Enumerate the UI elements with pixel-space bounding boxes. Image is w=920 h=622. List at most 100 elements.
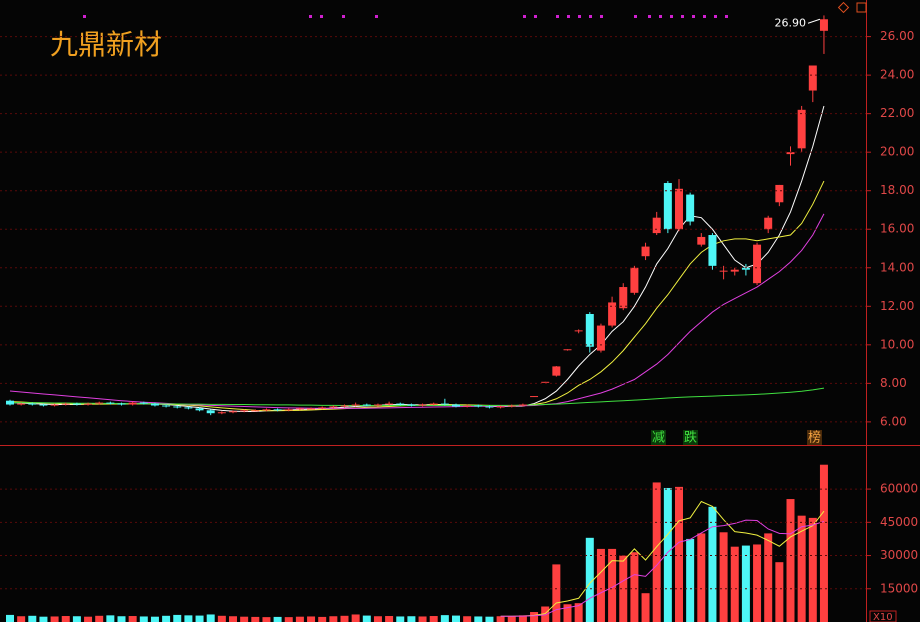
candle-body bbox=[229, 411, 237, 413]
last-price-label: 26.90 bbox=[775, 16, 807, 29]
unit-box bbox=[869, 610, 897, 622]
candle-body bbox=[351, 404, 360, 406]
candle-body bbox=[563, 349, 572, 351]
ma-line bbox=[500, 519, 825, 617]
volume-bar bbox=[530, 612, 539, 622]
candle-body bbox=[630, 267, 639, 293]
y-tick-label: 6.00 bbox=[880, 414, 907, 428]
candle-body bbox=[407, 404, 416, 406]
volume-bar bbox=[150, 616, 159, 622]
candle-body bbox=[530, 396, 539, 398]
candle-body bbox=[496, 406, 505, 408]
volume-bar bbox=[28, 615, 37, 622]
candle-body bbox=[719, 270, 728, 272]
volume-bar bbox=[518, 615, 527, 622]
candle-body bbox=[474, 405, 483, 407]
candle-body bbox=[61, 403, 70, 405]
volume-bar bbox=[641, 593, 650, 622]
volume-bar bbox=[295, 616, 304, 622]
candle-body bbox=[139, 402, 148, 404]
window-icon[interactable] bbox=[856, 2, 867, 13]
volume-bar bbox=[608, 548, 617, 622]
volume-bar bbox=[463, 616, 472, 622]
price-panel bbox=[6, 15, 828, 416]
candle-body bbox=[619, 287, 628, 309]
candle-body bbox=[697, 236, 706, 245]
candle-body bbox=[329, 406, 338, 408]
volume-bar bbox=[17, 616, 26, 622]
candle-body bbox=[184, 407, 193, 409]
unit-label: X10 bbox=[873, 612, 893, 622]
volume-bar bbox=[262, 617, 271, 622]
volume-bar bbox=[340, 615, 349, 622]
volume-bar bbox=[574, 603, 583, 622]
diamond-icon[interactable] bbox=[837, 1, 850, 14]
volume-bar bbox=[229, 616, 237, 622]
volume-bar bbox=[619, 555, 628, 622]
volume-bar bbox=[596, 548, 605, 622]
volume-bar bbox=[95, 615, 104, 622]
volume-bar bbox=[50, 616, 59, 622]
volume-bar bbox=[485, 616, 494, 622]
volume-bar bbox=[39, 616, 48, 622]
volume-bar bbox=[217, 615, 226, 622]
candle-body bbox=[663, 183, 672, 230]
candle-body bbox=[730, 269, 739, 272]
candle-body bbox=[797, 109, 806, 149]
volume-bar bbox=[753, 544, 762, 622]
candle-body bbox=[574, 330, 583, 332]
candle-body bbox=[117, 403, 126, 405]
candle-body bbox=[84, 403, 93, 405]
candle-body bbox=[95, 402, 104, 404]
ma-line bbox=[10, 387, 825, 407]
ma-line bbox=[9, 180, 825, 412]
volume-bar bbox=[173, 614, 182, 622]
volume-bar bbox=[563, 604, 572, 622]
candle-body bbox=[463, 405, 472, 407]
candle-body bbox=[440, 403, 449, 405]
candle-body bbox=[307, 408, 316, 410]
candle-body bbox=[608, 302, 617, 326]
volume-bar bbox=[440, 615, 449, 622]
candle-body bbox=[708, 235, 717, 266]
volume-bar bbox=[396, 616, 405, 622]
volume-bar bbox=[585, 537, 594, 622]
candle-body bbox=[452, 404, 460, 407]
volume-bar bbox=[686, 538, 695, 622]
candle-body bbox=[808, 65, 817, 91]
candle-body bbox=[50, 404, 59, 406]
volume-bar bbox=[507, 616, 516, 622]
candle-body bbox=[262, 409, 271, 411]
y-tick-label: 24.00 bbox=[880, 68, 914, 82]
volume-bar bbox=[162, 615, 171, 622]
volume-bar bbox=[496, 616, 505, 622]
candle-body bbox=[385, 403, 394, 405]
candle-body bbox=[541, 381, 550, 383]
y-tick-label: 10.00 bbox=[880, 337, 914, 351]
candle-body bbox=[485, 406, 494, 408]
volume-bar bbox=[284, 617, 293, 622]
volume-bar bbox=[663, 487, 672, 622]
candle-body bbox=[596, 325, 605, 351]
volume-bar bbox=[630, 552, 639, 622]
volume-bar bbox=[273, 616, 282, 622]
volume-bar bbox=[106, 615, 115, 622]
volume-bar bbox=[675, 486, 683, 622]
volume-bar bbox=[541, 606, 550, 622]
volume-bar bbox=[418, 616, 427, 622]
volume-bar bbox=[407, 616, 416, 622]
candle-body bbox=[340, 405, 349, 407]
candle-body bbox=[507, 405, 516, 407]
candle-body bbox=[652, 217, 661, 234]
candle-body bbox=[741, 267, 750, 270]
candle-body bbox=[162, 405, 171, 407]
candle-body bbox=[17, 403, 26, 405]
candle-body bbox=[251, 410, 260, 412]
candle-body bbox=[284, 409, 293, 411]
candle-body bbox=[518, 404, 527, 406]
ma-line bbox=[500, 500, 825, 617]
volume-bar bbox=[117, 616, 126, 622]
candle-body bbox=[39, 404, 48, 406]
volume-bar bbox=[128, 616, 137, 622]
